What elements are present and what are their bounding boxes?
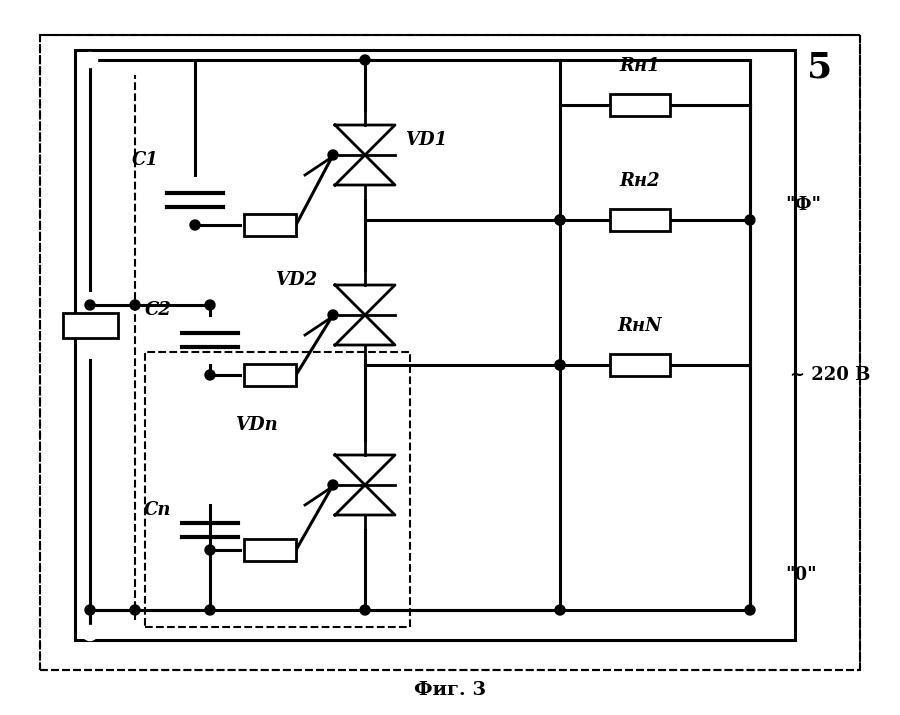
Text: VD1: VD1 [405,131,447,149]
Circle shape [328,480,338,490]
Circle shape [328,310,338,320]
Text: Rн2: Rн2 [620,172,661,190]
Circle shape [757,602,773,618]
Text: 5: 5 [807,50,833,84]
Circle shape [360,55,370,65]
Bar [244,214,296,236]
Circle shape [83,53,97,67]
Circle shape [555,360,565,370]
Text: Фиг. 3: Фиг. 3 [414,681,486,699]
Circle shape [205,300,215,310]
Circle shape [190,220,200,230]
Circle shape [745,215,755,225]
Text: "Ф": "Ф" [785,196,821,214]
Bar [610,94,670,116]
Circle shape [130,605,140,615]
Circle shape [360,605,370,615]
Circle shape [205,370,215,380]
Text: VD2: VD2 [275,271,317,289]
Circle shape [328,150,338,160]
Text: Cn: Cn [144,501,172,519]
Circle shape [205,605,215,615]
Bar [244,364,296,386]
Bar [145,352,410,627]
Circle shape [83,626,97,640]
Bar [62,312,118,337]
Text: ~ 220 В: ~ 220 В [790,366,870,384]
Text: C1: C1 [131,151,158,169]
Circle shape [130,300,140,310]
Text: VDn: VDn [235,416,278,434]
Bar [244,539,296,561]
Bar [40,35,860,670]
Circle shape [757,212,773,228]
Bar [75,50,795,640]
Circle shape [555,605,565,615]
Text: C2: C2 [145,301,171,319]
Circle shape [555,215,565,225]
Circle shape [205,545,215,555]
Bar [610,209,670,231]
Text: Rн1: Rн1 [620,57,661,75]
Circle shape [85,605,95,615]
Text: RнN: RнN [617,317,662,335]
Circle shape [745,605,755,615]
Circle shape [555,360,565,370]
Bar [610,354,670,376]
Text: "0": "0" [785,566,816,584]
Circle shape [85,300,95,310]
Circle shape [555,215,565,225]
